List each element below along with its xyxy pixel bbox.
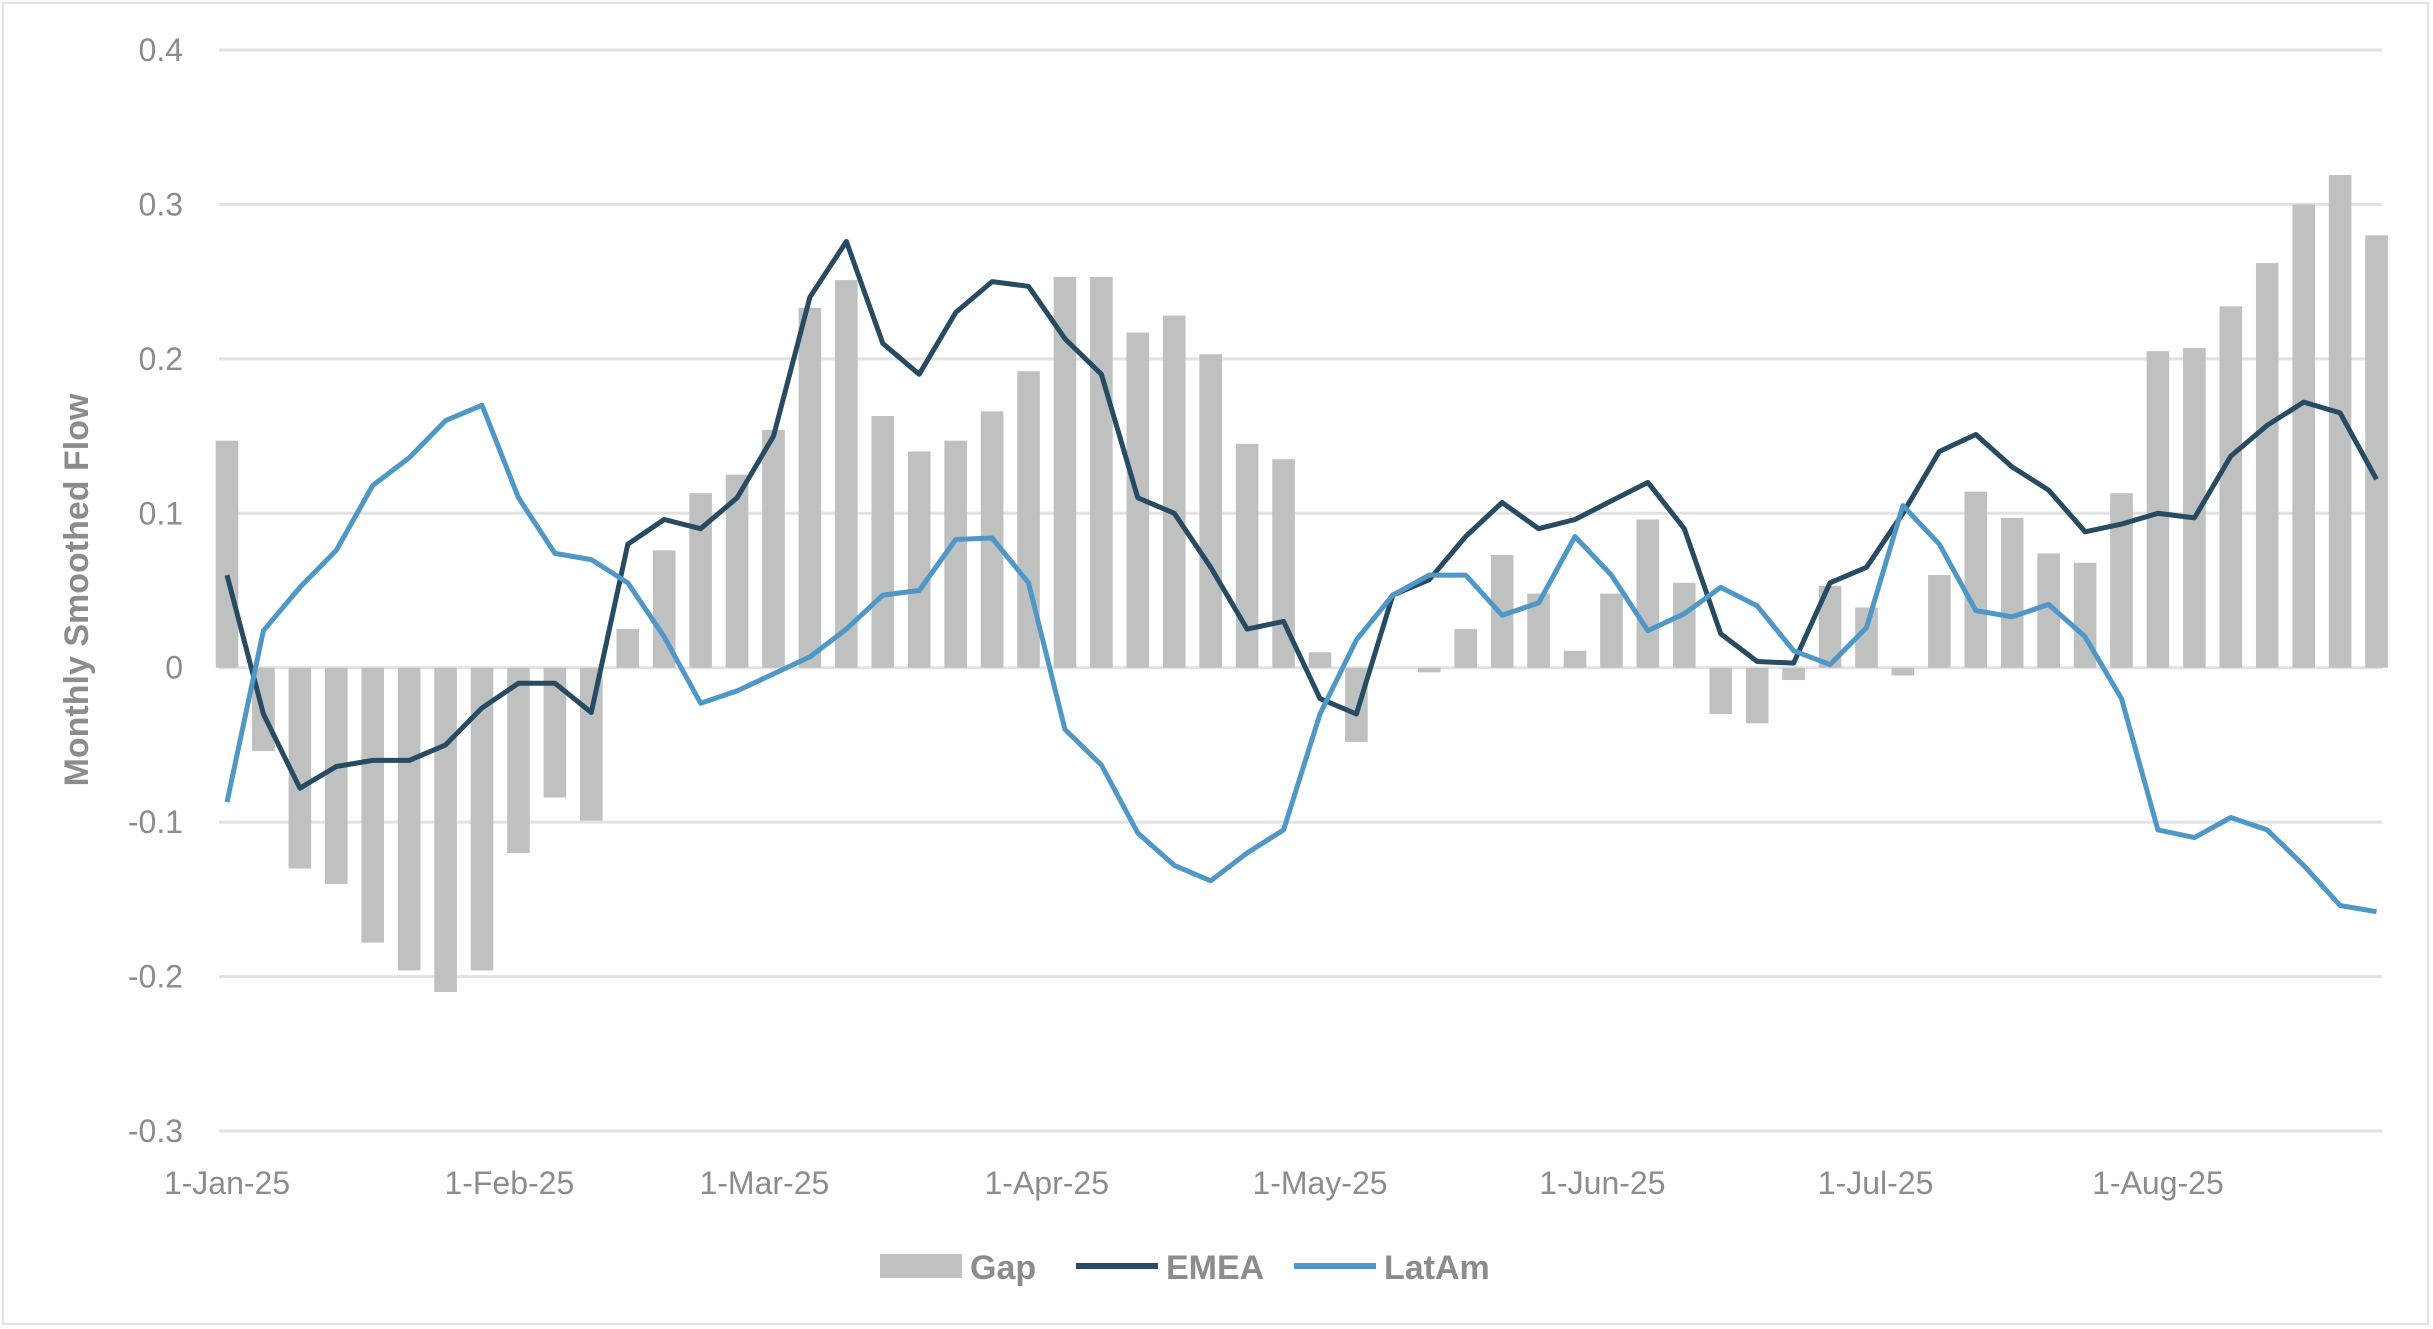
gap-bar (2183, 348, 2206, 668)
gap-bar (1709, 667, 1733, 715)
gap-bars (215, 175, 2388, 993)
y-tick-label: 0.3 (139, 186, 183, 222)
gap-bar (1928, 575, 1951, 668)
x-axis-ticks: 1-Jan-25 1-Feb-25 1-Mar-25 1-Apr-25 1-May-25… (164, 1165, 2224, 1201)
x-tick-label: 1-Jan-25 (164, 1165, 290, 1201)
y-tick-label: -0.2 (128, 959, 183, 995)
gap-bar (835, 280, 858, 668)
gap-bar (2037, 553, 2060, 668)
legend-label: LatAm (1384, 1249, 1490, 1287)
gap-bar (2110, 493, 2133, 668)
gap-bar (361, 667, 385, 943)
x-tick-label: 1-Aug-25 (2092, 1165, 2224, 1201)
gap-bar (2292, 204, 2315, 668)
gap-bar (1053, 277, 1077, 668)
gap-bar (944, 440, 967, 668)
gap-bar (2219, 306, 2243, 668)
gap-bar (1490, 554, 1514, 668)
gap-bar (2365, 235, 2388, 668)
gap-bar (288, 667, 312, 869)
x-tick-label: 1-Feb-25 (444, 1165, 574, 1201)
gap-bar (616, 629, 640, 668)
y-tick-label: 0.4 (139, 32, 183, 68)
gap-bar (907, 451, 931, 668)
gap-bar (507, 667, 530, 854)
y-tick-label: 0 (165, 650, 183, 686)
gap-bar (1563, 650, 1587, 668)
gap-bar (1017, 371, 1040, 668)
y-tick-label: -0.3 (128, 1113, 183, 1149)
gap-bar (1964, 491, 1988, 668)
gap-bar (2146, 351, 2170, 668)
gap-bar (2000, 517, 2024, 668)
gap-bar (1527, 593, 1550, 668)
gap-bar (798, 307, 822, 668)
gap-bar (1855, 607, 1878, 668)
gap-bar (470, 667, 494, 971)
emea-line (224, 239, 2379, 791)
y-axis-title: Monthly Smoothed Flow (58, 393, 96, 786)
gap-bar (543, 667, 567, 798)
series-lines (224, 239, 2379, 915)
gap-bar (580, 667, 603, 821)
gap-bar (871, 415, 895, 668)
gap-bar (725, 474, 749, 668)
x-tick-label: 1-Mar-25 (699, 1165, 829, 1201)
y-tick-label: 0.1 (139, 495, 183, 531)
legend: Gap EMEA LatAm (880, 1249, 1490, 1287)
gap-bar (1745, 667, 1769, 724)
x-tick-label: 1-Apr-25 (984, 1165, 1109, 1201)
gap-bar (397, 667, 421, 971)
gap-bar (434, 667, 457, 993)
gap-bar (1636, 519, 1660, 668)
gap-bar (1454, 629, 1478, 668)
x-tick-label: 1-Jul-25 (1818, 1165, 1934, 1201)
legend-label: EMEA (1166, 1249, 1264, 1287)
gap-bar (1818, 585, 1842, 668)
gap-bar (1090, 277, 1113, 668)
gap-bar (2328, 175, 2352, 668)
gap-bar (1891, 667, 1915, 676)
gap-bar (1199, 354, 1222, 668)
legend-label: Gap (970, 1249, 1036, 1287)
legend-item-emea: EMEA (1076, 1249, 1264, 1287)
gap-bar (1308, 652, 1332, 668)
gap-bar (1162, 315, 1186, 668)
y-tick-label: -0.1 (128, 804, 183, 840)
x-tick-label: 1-May-25 (1252, 1165, 1387, 1201)
x-tick-label: 1-Jun-25 (1539, 1165, 1665, 1201)
gap-bar (1600, 593, 1623, 668)
gap-bar (652, 550, 676, 668)
y-tick-label: 0.2 (139, 341, 183, 377)
gap-bar (1417, 667, 1441, 673)
gap-bar (2255, 263, 2279, 668)
legend-item-gap: Gap (880, 1249, 1036, 1287)
latam-line (224, 402, 2377, 915)
gap-bar (1272, 459, 1295, 668)
gap-bar (1235, 443, 1259, 668)
gap-bar (1345, 667, 1368, 742)
gap-bar (215, 440, 239, 668)
gap-bar (762, 429, 785, 668)
gap-bar (1782, 667, 1805, 681)
legend-swatch-bar (880, 1254, 962, 1278)
gap-bar (689, 493, 712, 668)
gap-bar (325, 667, 348, 884)
y-axis-ticks: 0.4 0.3 0.2 0.1 0 -0.1 -0.2 -0.3 (128, 32, 183, 1149)
gap-bar (1673, 582, 1696, 668)
legend-item-latam: LatAm (1294, 1249, 1490, 1287)
